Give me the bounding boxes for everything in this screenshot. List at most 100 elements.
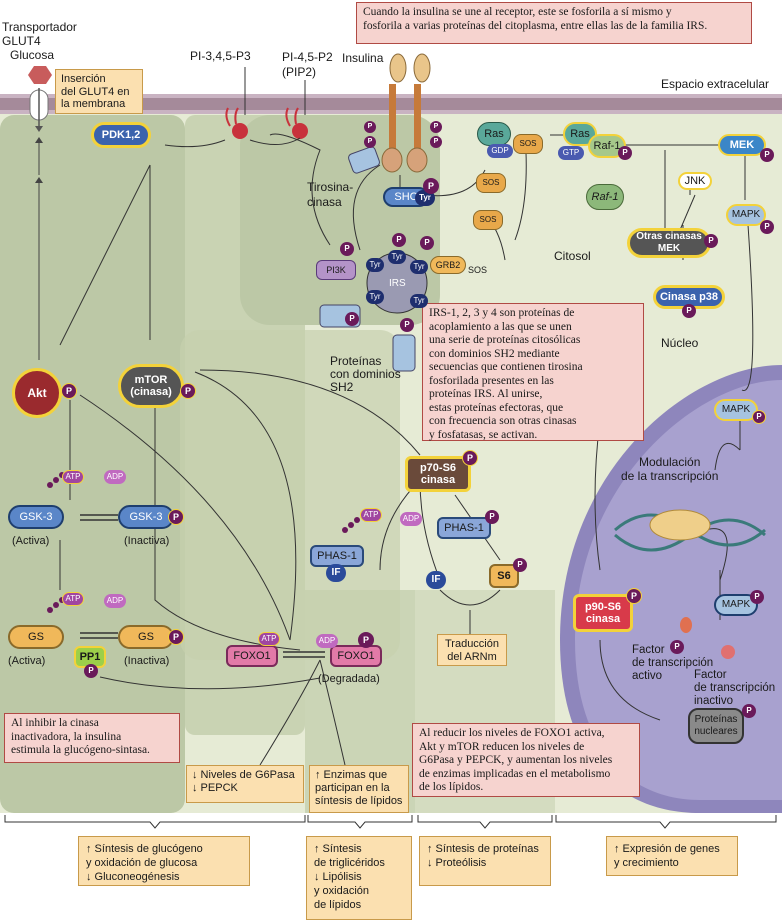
raf1-inactive-node: Raf-1	[586, 184, 624, 210]
pip2-lipid	[285, 107, 308, 139]
p-badge-irs-1: P	[392, 233, 406, 247]
active-tf-label: Factor de transcripción activo	[632, 644, 714, 682]
p-badge-tf: P	[670, 640, 684, 654]
p-badge-irs-4: P	[400, 318, 414, 332]
outcome-proteins: ↑ Síntesis de proteínas ↓ Proteólisis	[419, 836, 551, 886]
gsk3-active-node: GSK-3	[8, 505, 64, 529]
modulation-label: Modulación de la transcripción	[621, 455, 719, 483]
atp-gs: ATP	[62, 592, 84, 606]
phas1-bound-node: PHAS-1	[310, 545, 364, 567]
nucleus-label: Núcleo	[661, 336, 699, 350]
dna-helix	[614, 509, 766, 552]
p-badge-other-mek: P	[704, 234, 718, 248]
cytosol-label: Citosol	[554, 249, 591, 263]
phas1-free-node: PHAS-1	[437, 517, 491, 539]
irs-label: IRS	[389, 278, 406, 289]
foxo1-degraded-node: FOXO1	[330, 645, 382, 667]
p-badge-rec-2: P	[364, 136, 376, 148]
p38-kinase-node: Cinasa p38	[653, 285, 725, 309]
gs-active-label: (Activa)	[8, 655, 46, 667]
p-badge-p90: P	[626, 588, 642, 604]
active-tf-icon	[680, 617, 692, 633]
pip3-label: PI-3,4,5-P3	[190, 49, 251, 63]
glucose-hexagon	[28, 66, 52, 84]
gs-active-node: GS	[8, 625, 64, 649]
outcome-glycogen: ↑ Síntesis de glucógeno y oxidación de g…	[78, 836, 250, 886]
p-badge-mapk-nuc: P	[752, 410, 766, 424]
adp-foxo: ADP	[316, 634, 338, 648]
foxo1-active-node: FOXO1	[226, 645, 278, 667]
adp-gs: ADP	[104, 594, 126, 608]
p-badge-rec-1: P	[364, 121, 376, 133]
p-badge-shc: P	[423, 178, 439, 194]
raf1-active-node: Raf-1	[588, 134, 626, 158]
atp-gsk3: ATP	[62, 470, 84, 484]
lipid-enzymes-box: ↑ Enzimas que participan en la síntesis …	[309, 765, 409, 813]
p-badge-nuclear: P	[742, 704, 756, 718]
grb2-node: GRB2	[430, 256, 466, 274]
p-badge-irs-2: P	[420, 236, 434, 250]
mek-node: MEK	[718, 134, 766, 156]
p-badge-s6: P	[513, 558, 527, 572]
if-bound-node: IF	[326, 564, 346, 582]
inactive-tf-icon	[721, 645, 735, 659]
pip3-lipid	[225, 107, 248, 139]
p-badge-mapk-cyt: P	[760, 220, 774, 234]
p-badge-foxo: P	[358, 632, 374, 648]
transporter-label: Transportador GLUT4	[2, 20, 77, 48]
p-badge-rec-3: P	[430, 121, 442, 133]
sos-node-a: SOS	[476, 173, 506, 193]
ras-gdp-node: Ras	[477, 122, 511, 146]
other-mek-kinases-node: Otras cinasas MEK	[627, 228, 711, 258]
p-badge-gsk3: P	[168, 509, 184, 525]
gs-note: Al inhibir la cinasa inactivadora, la in…	[4, 713, 180, 763]
p-badge-p70: P	[462, 450, 478, 466]
gsk3-inactive-node: GSK-3	[118, 505, 174, 529]
gtp-node: GTP	[558, 146, 584, 160]
p-badge-p38: P	[682, 304, 696, 318]
outcome-genes: ↑ Expresión de genes y crecimiento	[606, 836, 738, 876]
p70-s6-kinase-node: p70-S6 cinasa	[405, 456, 471, 492]
gsk3-active-label: (Activa)	[12, 535, 50, 547]
mapk-cytosol-node: MAPK	[726, 204, 766, 226]
outcome-triglycerides: ↑ Síntesis de triglicéridos ↓ Lipólisis …	[306, 836, 412, 920]
adp-phas: ADP	[400, 512, 422, 526]
p-badge-mek: P	[760, 148, 774, 162]
pi3k-node: PI3K	[316, 260, 356, 280]
shc-tyr-node: Tyr	[415, 190, 435, 206]
mtor-node: mTOR (cinasa)	[118, 364, 184, 408]
gs-inactive-node: GS	[118, 625, 174, 649]
irs-note: IRS-1, 2, 3 y 4 son proteínas de acoplam…	[422, 303, 644, 441]
sh2-proteins-label: Proteínas con dominios SH2	[330, 354, 401, 394]
p-badge-irs-3: P	[340, 242, 354, 256]
glut4-insertion-box: Inserción del GLUT4 en la membrana	[55, 69, 143, 114]
gs-inactive-label: (Inactiva)	[124, 655, 170, 667]
p-badge-akt: P	[61, 383, 77, 399]
sos-node-c: SOS	[513, 134, 543, 154]
atp-foxo: ATP	[258, 632, 280, 646]
p-badge-phas: P	[485, 510, 499, 524]
akt-node: Akt	[12, 368, 62, 418]
jnk-node: JNK	[678, 172, 712, 190]
nuclear-proteins-node: Proteínas nucleares	[688, 708, 744, 744]
irs-tyr-c: Tyr	[410, 260, 428, 274]
irs-tyr-b: Tyr	[388, 250, 406, 264]
p-badge-gs: P	[168, 629, 184, 645]
s6-node: S6	[489, 564, 519, 588]
if-free-node: IF	[426, 571, 446, 589]
insulin-label: Insulina	[342, 51, 384, 65]
irs-tyr-d: Tyr	[366, 290, 384, 304]
sos-node-b: SOS	[473, 210, 503, 230]
p-badge-mapk-tf: P	[750, 590, 764, 604]
atp-phas: ATP	[360, 508, 382, 522]
p-badge-pp1: P	[84, 664, 98, 678]
irs-tyr-a: Tyr	[366, 258, 384, 272]
pdk-node: PDK1,2	[91, 122, 151, 148]
g6pasa-box: ↓ Niveles de G6Pasa ↓ PEPCK	[186, 765, 304, 803]
receptor-note: Cuando la insulina se une al receptor, e…	[356, 2, 752, 44]
pip2-label: PI-4,5-P2 (PIP2)	[282, 50, 333, 79]
p90-s6-kinase-node: p90-S6 cinasa	[573, 594, 633, 632]
p-badge-raf: P	[618, 146, 632, 160]
adp-gsk3: ADP	[104, 470, 126, 484]
irs-tyr-e: Tyr	[410, 294, 428, 308]
